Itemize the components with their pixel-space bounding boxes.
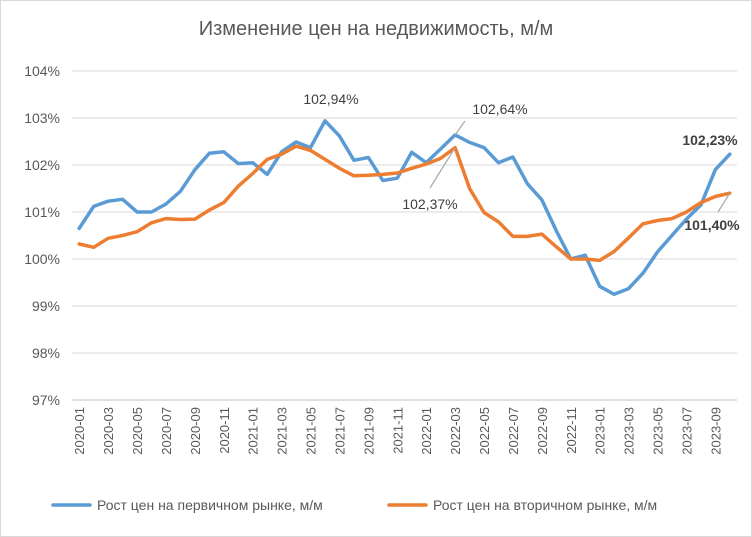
annotation-label: 101,40% <box>684 217 740 233</box>
y-tick-label: 104% <box>24 63 60 79</box>
x-tick-label: 2022-09 <box>535 407 550 455</box>
x-tick-label: 2022-05 <box>477 407 492 455</box>
x-tick-label: 2021-09 <box>361 407 376 455</box>
x-tick-label: 2020-03 <box>101 407 116 455</box>
x-tick-label: 2022-03 <box>448 407 463 455</box>
x-tick-label: 2023-03 <box>622 407 637 455</box>
x-tick-label: 2022-01 <box>419 407 434 455</box>
y-tick-label: 99% <box>32 298 60 314</box>
series-line-1 <box>77 119 732 297</box>
y-tick-label: 97% <box>32 392 60 408</box>
legend: Рост цен на первичном рынке, м/м Рост цен… <box>51 497 657 513</box>
annotation-leader <box>429 147 456 189</box>
x-tick-label: 2020-09 <box>188 407 203 455</box>
annotation-label: 102,37% <box>402 196 457 212</box>
x-tick-label: 2021-01 <box>246 407 261 455</box>
x-tick-label: 2021-11 <box>390 407 405 454</box>
y-axis-ticks: 97% 98% 99% 100% 101% 102% 103% 104% <box>24 63 60 408</box>
x-axis-ticks: 2020-01 2020-03 2020-05 2020-07 2020-09 2020-… <box>72 407 723 455</box>
annotation-leader <box>454 120 466 136</box>
x-tick-label: 2020-01 <box>72 407 87 455</box>
series-line-2 <box>77 144 732 263</box>
annotations: 102,94% 102,64% 102,37% 102,23% 101,40% <box>303 91 740 233</box>
x-tick-label: 2022-07 <box>506 407 521 455</box>
x-tick-label: 2020-11 <box>217 407 232 454</box>
x-tick-label: 2023-05 <box>650 407 665 455</box>
x-tick-label: 2021-03 <box>275 407 290 455</box>
x-tick-label: 2023-01 <box>593 407 608 455</box>
y-tick-label: 101% <box>24 204 60 220</box>
gridlines <box>72 70 737 401</box>
x-tick-label: 2020-05 <box>130 407 145 455</box>
annotation-label: 102,23% <box>682 132 738 148</box>
x-tick-label: 2021-07 <box>332 407 347 455</box>
annotation-leader <box>717 192 731 213</box>
y-tick-label: 98% <box>32 345 60 361</box>
legend-label-2: Рост цен на вторичном рынке, м/м <box>433 497 657 513</box>
y-tick-label: 100% <box>24 251 60 267</box>
series-lines <box>77 119 732 297</box>
annotation-label: 102,94% <box>303 91 358 107</box>
y-tick-label: 102% <box>24 157 60 173</box>
x-tick-label: 2023-07 <box>679 407 694 455</box>
x-tick-label: 2022-11 <box>564 407 579 454</box>
x-tick-label: 2021-05 <box>304 407 319 455</box>
chart-title: Изменение цен на недвижимость, м/м <box>198 18 554 40</box>
annotation-label: 102,64% <box>472 101 527 117</box>
legend-label-1: Рост цен на первичном рынке, м/м <box>97 497 323 513</box>
x-tick-label: 2020-07 <box>159 407 174 455</box>
x-tick-label: 2023-09 <box>708 407 723 455</box>
y-tick-label: 103% <box>24 110 60 126</box>
